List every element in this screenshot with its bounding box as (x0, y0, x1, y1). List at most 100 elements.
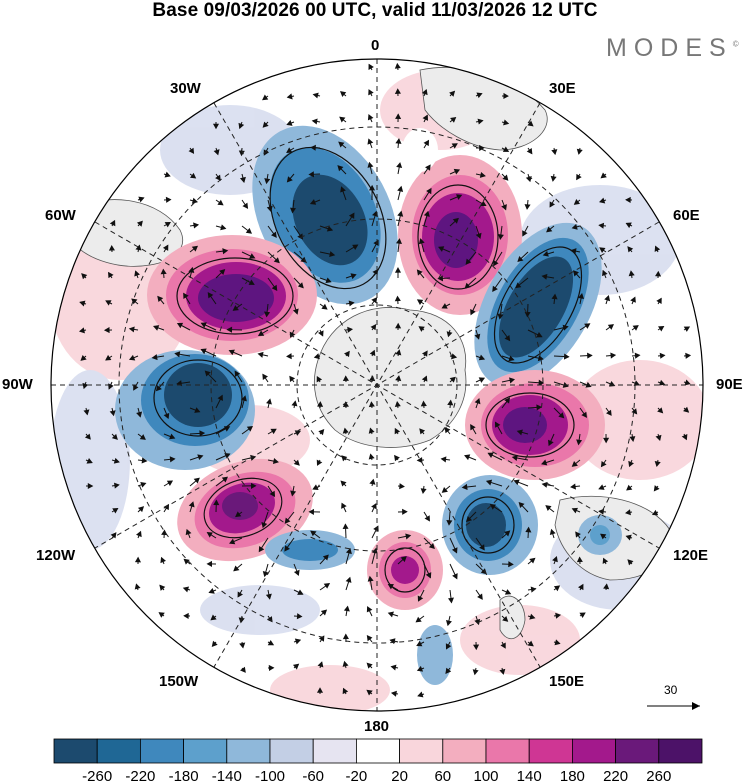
wind-vector-head (368, 89, 374, 96)
wind-vector-head (416, 457, 423, 464)
wind-vector-head (570, 483, 577, 490)
wind-vector-head (238, 122, 245, 130)
brand-mark: © (732, 39, 739, 49)
wind-vector-head (447, 399, 454, 406)
wind-vector-head (158, 612, 165, 618)
wind-vector-head (631, 408, 638, 415)
wind-vector-head (518, 501, 525, 509)
wind-vector-head (576, 173, 582, 181)
wind-vector-head (297, 282, 304, 289)
wind-vector-head (137, 506, 145, 513)
wind-vector-head (191, 245, 199, 252)
wind-vector-head (318, 330, 324, 337)
wind-vector-head (526, 148, 533, 155)
wind-vector-head (395, 113, 402, 120)
brand-logo: MODES© (606, 34, 739, 63)
wind-vector-head (367, 575, 374, 582)
wind-vector-head (579, 612, 586, 618)
wind-vector-head (273, 257, 280, 264)
reference-vector (647, 702, 700, 710)
wind-vector-head (240, 666, 246, 673)
wind-vector-head (348, 300, 355, 307)
wind-vector-head (296, 613, 303, 620)
wind-vector-head (182, 586, 190, 593)
wind-vector-head (415, 616, 422, 623)
wind-vector-head (387, 583, 394, 590)
wind-vector-head (291, 400, 298, 407)
wind-vector-head (369, 478, 376, 485)
lon-label-90w: 90W (2, 376, 33, 393)
wind-vector-head (683, 406, 690, 413)
wind-vector-head (504, 397, 511, 404)
map-title: Base 09/03/2026 00 UTC, valid 11/03/2026… (152, 0, 598, 21)
wind-vector-head (86, 458, 93, 464)
wind-vector-head (139, 434, 146, 440)
wind-vector-head (197, 454, 204, 461)
wind-vector-head (555, 612, 562, 619)
wind-vector-head (685, 352, 692, 359)
lon-label-60w: 60W (45, 207, 76, 224)
wind-vector-head (200, 322, 207, 328)
wind-vector-head (461, 483, 468, 490)
wind-vector-head (421, 375, 428, 382)
wind-vector-head (395, 322, 402, 329)
contour-line (203, 477, 283, 539)
wind-vector-head (340, 186, 346, 193)
wind-vector-head (394, 295, 401, 302)
wind-vector-head (342, 633, 349, 640)
wind-vector-head (369, 349, 376, 356)
wind-vector-head (183, 292, 189, 299)
wind-vector-head (397, 210, 404, 217)
wind-vector-head (138, 196, 145, 203)
wind-vector-head (292, 663, 300, 670)
wind-vector-head (394, 267, 402, 273)
wind-vector-head (450, 116, 457, 123)
wind-vector-head (261, 521, 268, 529)
wind-vector-head (217, 394, 223, 402)
contour-line (176, 257, 294, 335)
wind-vector-head (390, 690, 397, 697)
wind-vector-head (598, 222, 605, 229)
wind-vector-head (348, 212, 355, 219)
wind-vector-head (239, 176, 246, 184)
wind-vector-head (112, 507, 119, 514)
wind-vector-head (456, 194, 463, 200)
wind-vector-head (292, 308, 299, 315)
wind-vector-head (464, 282, 471, 289)
wind-vector-head (134, 270, 140, 277)
wind-vector-head (440, 456, 447, 463)
wind-vector-head (438, 246, 445, 252)
wind-vector-head (342, 427, 349, 434)
wind-vector-head (585, 381, 592, 388)
wind-vector-head (345, 547, 352, 555)
wind-vector-head (367, 114, 374, 121)
wind-vector-head (266, 398, 272, 405)
wind-vector-head (266, 205, 273, 213)
wind-vector-head (164, 221, 172, 228)
wind-vector-head (372, 268, 379, 276)
wind-vector-head (83, 409, 90, 416)
wind-vector-head (221, 476, 229, 483)
wind-vector-head (610, 352, 617, 359)
contour-line (153, 359, 243, 437)
wind-vector-head (286, 176, 293, 183)
wind-vector-head (223, 426, 231, 432)
wind-vector-head (541, 273, 548, 280)
wind-vector-head (108, 244, 115, 251)
wind-vector-head (269, 490, 276, 498)
wind-vector-head (599, 247, 606, 253)
wind-vector-head (399, 483, 405, 490)
wind-vector-head (251, 482, 257, 489)
wind-vector-head (257, 351, 264, 358)
wind-vector-head (419, 428, 426, 435)
wind-vector-head (258, 546, 265, 553)
wind-vector-head (681, 434, 688, 441)
wind-vector-head (80, 354, 87, 361)
wind-vector-head (264, 178, 271, 185)
wind-vector-head (176, 322, 184, 329)
wind-vector-head (445, 643, 452, 650)
wind-vector-head (500, 642, 506, 649)
latitude-circle (210, 218, 544, 552)
wind-vector-head (316, 459, 323, 466)
